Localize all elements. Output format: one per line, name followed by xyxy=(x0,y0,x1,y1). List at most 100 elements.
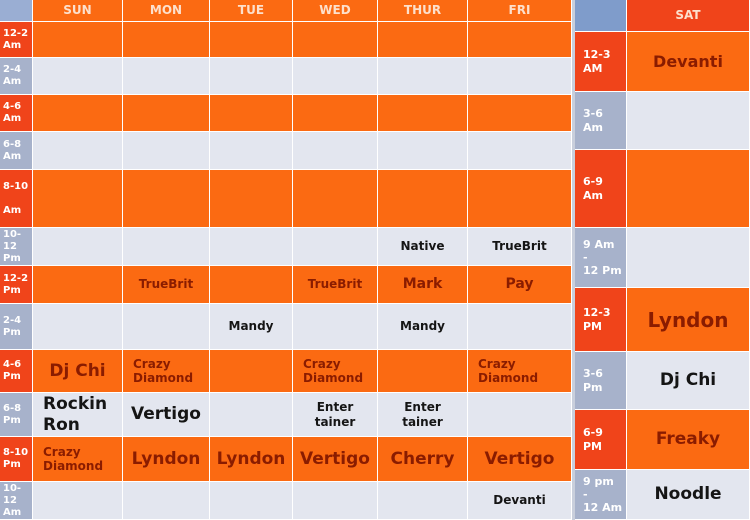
show-cell: Mandy xyxy=(210,304,293,350)
empty-cell xyxy=(123,22,210,58)
empty-cell xyxy=(627,92,750,150)
show-cell: Crazy Diamond xyxy=(468,350,572,393)
empty-cell xyxy=(210,228,293,266)
empty-cell xyxy=(378,58,468,95)
show-cell: Crazy Diamond xyxy=(33,437,123,482)
time-label: 12-2 Pm xyxy=(0,266,33,304)
empty-cell xyxy=(123,95,210,132)
empty-cell xyxy=(293,228,378,266)
day-header: SUN xyxy=(33,0,123,22)
empty-cell xyxy=(468,22,572,58)
time-label: 3-6 Am xyxy=(575,92,627,150)
show-cell: Mandy xyxy=(378,304,468,350)
show-cell: Crazy Diamond xyxy=(293,350,378,393)
day-header: SAT xyxy=(627,0,750,32)
show-cell: Cherry xyxy=(378,437,468,482)
empty-cell xyxy=(210,95,293,132)
show-cell: Dj Chi xyxy=(33,350,123,393)
empty-cell xyxy=(378,350,468,393)
time-label: 2-4 Am xyxy=(0,58,33,95)
empty-cell xyxy=(293,132,378,170)
show-cell: Dj Chi xyxy=(627,352,750,410)
empty-cell xyxy=(210,58,293,95)
empty-cell xyxy=(123,304,210,350)
show-cell: Pay xyxy=(468,266,572,304)
empty-cell xyxy=(123,132,210,170)
empty-cell xyxy=(293,304,378,350)
empty-cell xyxy=(210,22,293,58)
show-cell: Crazy Diamond xyxy=(123,350,210,393)
empty-cell xyxy=(123,58,210,95)
show-cell: Lyndon xyxy=(123,437,210,482)
empty-cell xyxy=(378,482,468,520)
day-header: FRI xyxy=(468,0,572,22)
empty-cell xyxy=(378,22,468,58)
time-label: 4-6 Am xyxy=(0,95,33,132)
empty-cell xyxy=(378,95,468,132)
time-label: 6-9 Am xyxy=(575,150,627,228)
empty-cell xyxy=(33,304,123,350)
empty-cell xyxy=(33,22,123,58)
show-cell: TrueBrit xyxy=(293,266,378,304)
time-label: 2-4 Pm xyxy=(0,304,33,350)
empty-cell xyxy=(33,95,123,132)
show-cell: TrueBrit xyxy=(123,266,210,304)
empty-cell xyxy=(33,228,123,266)
show-cell: Lyndon xyxy=(210,437,293,482)
show-cell: Native xyxy=(378,228,468,266)
show-cell: Vertigo xyxy=(293,437,378,482)
show-cell: Enter tainer xyxy=(378,393,468,437)
empty-cell xyxy=(468,95,572,132)
show-cell: Vertigo xyxy=(123,393,210,437)
time-label: 6-9 PM xyxy=(575,410,627,470)
empty-cell xyxy=(468,170,572,228)
time-label: 3-6 Pm xyxy=(575,352,627,410)
empty-cell xyxy=(123,170,210,228)
time-label: 10-12 Am xyxy=(0,482,33,520)
empty-cell xyxy=(210,170,293,228)
show-cell: Freaky xyxy=(627,410,750,470)
day-header: THUR xyxy=(378,0,468,22)
time-label: 9 Am - 12 Pm xyxy=(575,228,627,288)
empty-cell xyxy=(210,132,293,170)
empty-cell xyxy=(33,266,123,304)
divider xyxy=(572,0,575,520)
time-label: 6-8 Pm xyxy=(0,393,33,437)
empty-cell xyxy=(33,170,123,228)
empty-cell xyxy=(123,228,210,266)
show-cell: Noodle xyxy=(627,470,750,520)
show-cell: Lyndon xyxy=(627,288,750,352)
empty-cell xyxy=(293,22,378,58)
empty-cell xyxy=(33,58,123,95)
show-cell: TrueBrit xyxy=(468,228,572,266)
show-cell: Devanti xyxy=(468,482,572,520)
empty-cell xyxy=(293,170,378,228)
corner xyxy=(0,0,33,22)
time-label: 4-6 Pm xyxy=(0,350,33,393)
empty-cell xyxy=(210,482,293,520)
empty-cell xyxy=(468,304,572,350)
day-header: WED xyxy=(293,0,378,22)
show-cell: Enter tainer xyxy=(293,393,378,437)
time-label: 8-10 Am xyxy=(0,170,33,228)
empty-cell xyxy=(33,132,123,170)
empty-cell xyxy=(627,228,750,288)
corner xyxy=(575,0,627,32)
time-label: 9 pm - 12 Am xyxy=(575,470,627,520)
time-label: 12-3 AM xyxy=(575,32,627,92)
time-label: 8-10 Pm xyxy=(0,437,33,482)
empty-cell xyxy=(210,393,293,437)
show-cell: Rockin Ron xyxy=(33,393,123,437)
time-label: 10-12 Pm xyxy=(0,228,33,266)
empty-cell xyxy=(468,132,572,170)
empty-cell xyxy=(123,482,210,520)
show-cell: Devanti xyxy=(627,32,750,92)
empty-cell xyxy=(293,95,378,132)
time-label: 6-8 Am xyxy=(0,132,33,170)
empty-cell xyxy=(627,150,750,228)
time-label: 12-3 PM xyxy=(575,288,627,352)
empty-cell xyxy=(293,482,378,520)
empty-cell xyxy=(468,58,572,95)
show-cell: Mark xyxy=(378,266,468,304)
